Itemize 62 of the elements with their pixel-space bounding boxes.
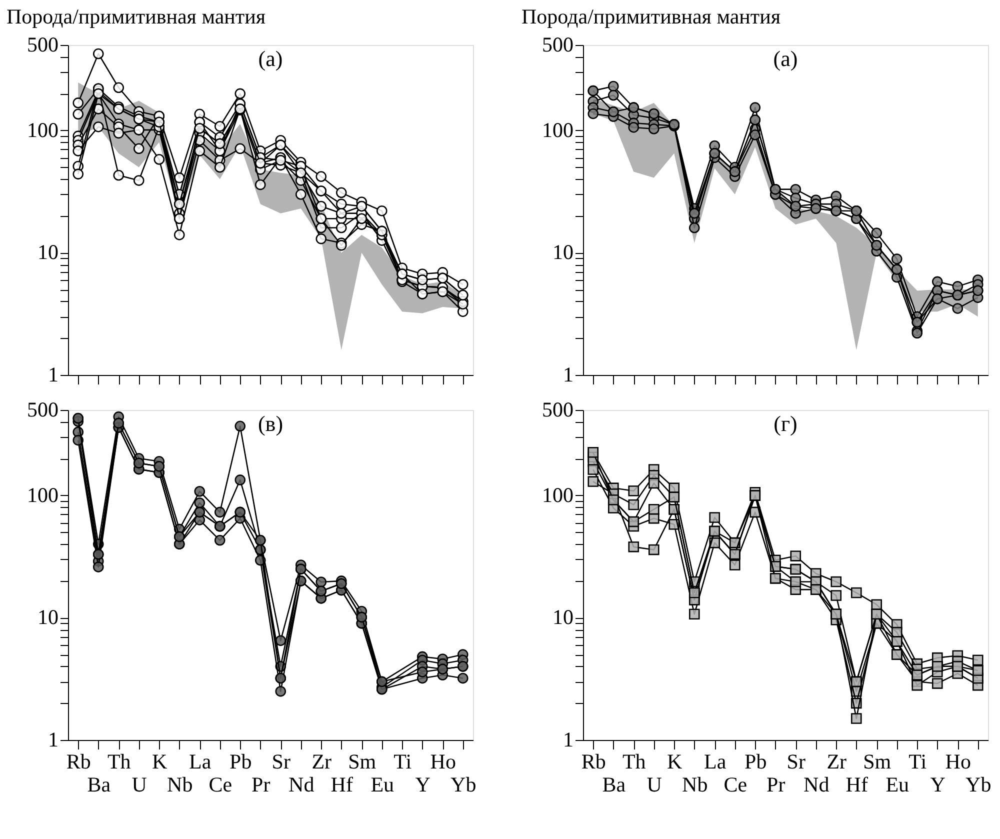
x-tick-label: Ba [602,772,626,796]
y-tick-label: 100 [27,482,58,507]
x-tick-label: Sm [863,750,892,774]
x-tick-label: Zr [826,750,847,774]
x-tick-label: Pb [230,750,252,774]
x-tick-label: Nb [682,772,708,796]
y-tick-label: 10 [552,240,574,264]
x-tick-label: Sm [348,750,376,774]
x-tick-label: La [704,750,727,774]
x-tick-label: Pb [744,750,767,774]
y-tick-label: 10 [552,605,574,630]
y-tick-label: 100 [27,118,58,142]
x-tick-label: Hf [330,772,353,796]
x-tick-label: Ti [908,750,927,774]
x-tick-label: Yb [450,772,476,796]
x-tick-label: K [667,750,682,774]
x-tick-label: Nd [288,772,315,796]
y-tick-label: 1 [48,728,58,752]
x-tick-label: Hf [846,772,868,796]
y-axis-title: Порода/примитивная мантия [6,4,266,28]
x-tick-label: Ce [208,772,232,796]
x-tick-label: Ho [945,750,971,774]
x-tick-label: Th [107,750,132,774]
x-tick-label: Pr [766,772,786,796]
chart-title: (в) [258,411,284,436]
y-tick-label: 1 [563,728,574,752]
x-tick-label: Nb [167,772,193,796]
x-tick-label: Ce [724,772,748,796]
x-tick-label: Yb [966,772,992,796]
x-tick-label: Eu [370,772,395,796]
x-tick-label: Pr [252,772,270,796]
x-tick-label: Ba [87,772,112,796]
chart-title: (а) [773,46,798,71]
y-tick-label: 500 [542,398,574,422]
x-tick-label: Zr [312,750,332,774]
y-tick-label: 1 [563,362,574,386]
y-tick-label: 1 [48,362,58,386]
y-tick-label: 500 [27,398,58,422]
chart-title: (а) [258,46,283,71]
x-tick-label: K [152,750,168,774]
y-tick-label: 500 [27,32,58,56]
x-tick-label: Sr [272,750,290,774]
y-tick-label: 10 [38,605,58,630]
x-tick-label: U [646,772,662,796]
x-tick-label: La [189,750,212,774]
chart-title: (г) [774,411,798,436]
y-tick-label: 10 [38,240,58,264]
x-tick-label: Ti [394,750,412,774]
x-tick-label: U [132,772,147,796]
x-tick-label: Nd [804,772,830,796]
x-tick-label: Y [415,772,430,796]
x-tick-label: Ho [430,750,456,774]
x-tick-label: Rb [66,750,91,774]
x-tick-label: Eu [886,772,910,796]
y-axis-title: Порода/примитивная мантия [522,4,781,28]
x-tick-label: Rb [581,750,606,774]
x-tick-label: Y [930,772,946,796]
x-tick-label: Th [622,750,646,774]
y-tick-label: 100 [542,118,574,142]
x-tick-label: Sr [786,750,806,774]
y-tick-label: 100 [542,482,574,507]
y-tick-label: 500 [542,32,574,56]
